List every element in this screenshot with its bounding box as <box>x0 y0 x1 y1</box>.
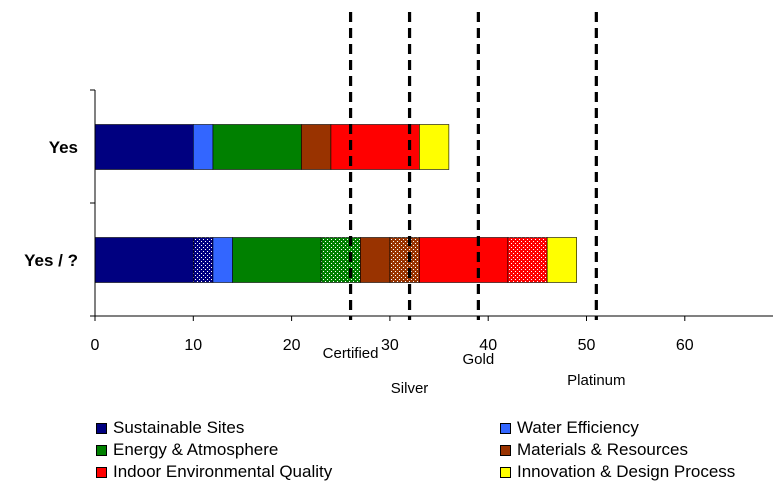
x-tick-label: 60 <box>676 337 694 354</box>
x-tick-label: 50 <box>578 337 596 354</box>
bar-segment-sustainable-sites <box>94 237 194 283</box>
bar-segment-materials-resources <box>301 124 332 170</box>
threshold-label-gold: Gold <box>463 351 495 368</box>
legend-label: Innovation & Design Process <box>517 462 736 481</box>
bar-segment-materials-resources <box>360 237 391 283</box>
legend-item-water-efficiency: Water Efficiency <box>500 418 639 438</box>
bar-segment-indoor-environmental-quality-pending <box>507 237 548 283</box>
category-label: Yes <box>49 138 78 157</box>
legend-item-energy-atmosphere: Energy & Atmosphere <box>96 440 278 460</box>
legend-swatch <box>500 444 511 456</box>
legend-label: Sustainable Sites <box>113 418 245 437</box>
legend-swatch <box>96 466 107 478</box>
threshold-layer: Certified Silver Gold Platinum <box>323 12 626 397</box>
legend-label: Energy & Atmosphere <box>113 440 279 459</box>
x-tick-label: 0 <box>91 337 100 354</box>
bar-segment-energy-atmosphere <box>212 124 302 170</box>
stacked-bar-chart: Yes Yes / ? 0 10 20 30 40 50 60 Certified Silver G… <box>24 12 773 397</box>
bar-segment-energy-atmosphere-pending <box>320 237 361 283</box>
threshold-label-silver: Silver <box>391 380 429 397</box>
x-tick-label: 30 <box>381 337 399 354</box>
legend-item-indoor-environmental-quality: Indoor Environmental Quality <box>96 462 332 482</box>
bar-segment-water-efficiency <box>212 237 233 283</box>
legend-item-materials-resources: Materials & Resources <box>500 440 688 460</box>
bar-segment-innovation-design-process <box>419 124 450 170</box>
bar-segment-innovation-design-process <box>546 237 577 283</box>
legend-swatch <box>500 422 511 434</box>
legend-label: Indoor Environmental Quality <box>113 462 333 481</box>
bar-segment-materials-resources-pending <box>389 237 420 283</box>
category-label: Yes / ? <box>24 251 78 270</box>
bar-segment-sustainable-sites <box>94 124 194 170</box>
x-tick-label: 20 <box>283 337 301 354</box>
bar-segment-indoor-environmental-quality <box>330 124 420 170</box>
x-tick-label: 10 <box>184 337 202 354</box>
x-tick-label: 40 <box>479 337 497 354</box>
legend-swatch <box>500 466 511 478</box>
legend-swatch <box>96 444 107 456</box>
legend-swatch <box>96 422 107 434</box>
bar-segment-water-efficiency <box>193 124 214 170</box>
threshold-label-platinum: Platinum <box>567 372 625 389</box>
legend: Sustainable Sites Water Efficiency Energy … <box>96 418 776 484</box>
legend-label: Water Efficiency <box>517 418 639 437</box>
threshold-label-certified: Certified <box>323 345 379 362</box>
bar-segment-indoor-environmental-quality <box>419 237 509 283</box>
legend-item-sustainable-sites: Sustainable Sites <box>96 418 244 438</box>
bar-segment-energy-atmosphere <box>232 237 322 283</box>
legend-item-innovation-design-process: Innovation & Design Process <box>500 462 735 482</box>
bars-layer <box>94 124 577 283</box>
bar-segment-sustainable-sites-pending <box>193 237 214 283</box>
axes-layer: Yes Yes / ? 0 10 20 30 40 50 60 <box>24 89 773 354</box>
legend-label: Materials & Resources <box>517 440 689 459</box>
